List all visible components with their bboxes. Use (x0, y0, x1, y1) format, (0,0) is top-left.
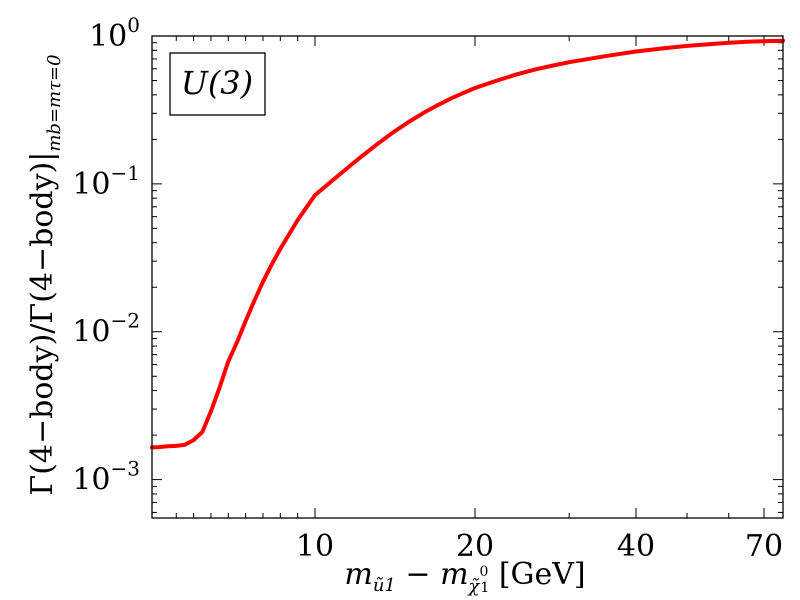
y-tick-label: 100 (89, 13, 140, 54)
x-tick-label: 70 (745, 529, 783, 564)
series-line (150, 38, 785, 450)
y-axis-title: Γ(4−body)/Γ(4−body)|mb=mτ=0 (25, 54, 65, 495)
x-tick-label: 20 (456, 529, 494, 564)
y-tick-label: 10−1 (72, 161, 140, 202)
tick-labels: 10 20 40 70 10−3 10−2 10−1 100 (72, 13, 783, 564)
plot-frame (151, 35, 784, 519)
legend-box: U(3) (169, 52, 266, 116)
series-layer (150, 38, 785, 450)
legend-label: U(3) (181, 64, 253, 102)
x-axis-title: mũ1 − mχ̃0 1 [GeV] (344, 557, 585, 597)
y-tick-label: 10−2 (72, 309, 140, 350)
y-tick-label: 10−3 (72, 457, 140, 498)
x-tick-label: 10 (296, 529, 334, 564)
x-tick-label: 40 (617, 529, 655, 564)
